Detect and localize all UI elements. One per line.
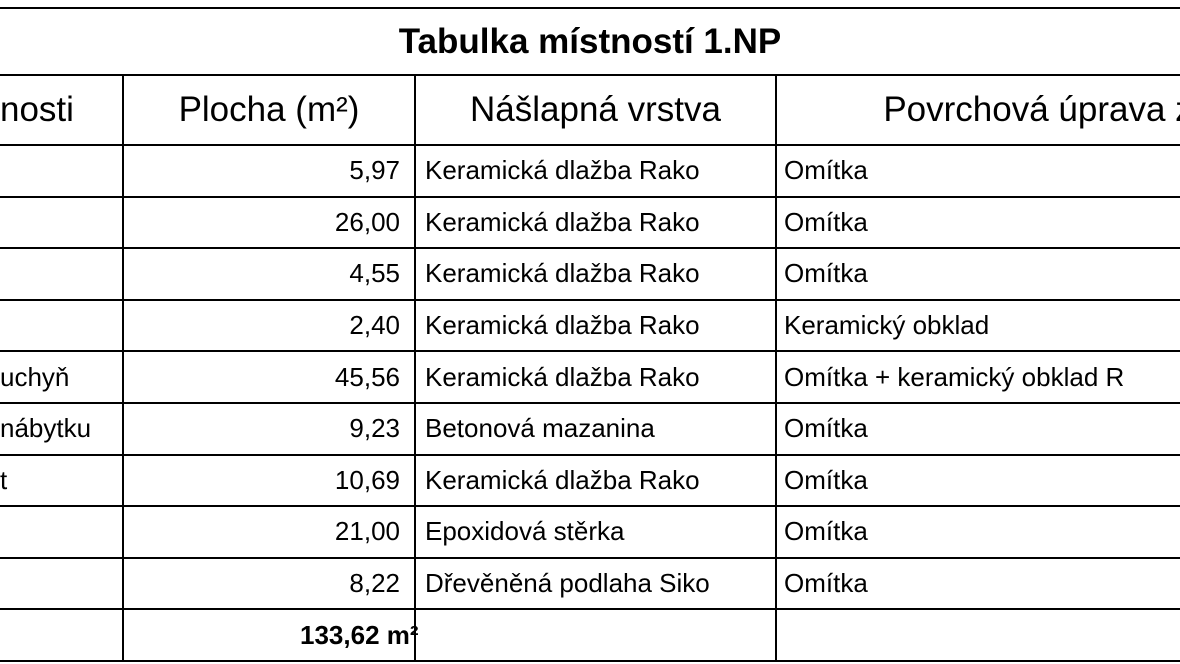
floor-layer: Dřevěněná podlaha Siko	[425, 568, 710, 599]
row-border	[0, 350, 1180, 353]
wall-finish: Keramický obklad	[784, 310, 990, 341]
table-title: Tabulka místností 1.NP	[398, 21, 782, 61]
row-border	[0, 195, 1180, 198]
floor-layer: Keramická dlažba Rako	[425, 258, 700, 289]
column-border	[775, 75, 777, 660]
column-header: nosti	[0, 90, 74, 129]
floor-layer: Keramická dlažba Rako	[425, 310, 700, 341]
wall-finish: Omítka	[784, 464, 868, 495]
row-border	[0, 74, 1180, 76]
room-area: 10,69	[334, 464, 400, 495]
row-border	[0, 608, 1180, 611]
room-area: 26,00	[334, 206, 400, 237]
wall-finish: Omítka	[784, 155, 868, 186]
room-name: uchyň	[0, 361, 70, 392]
wall-finish: Omítka	[784, 258, 868, 289]
column-header: Povrchová úprava z	[883, 90, 1180, 129]
room-area: 45,56	[334, 361, 400, 392]
floor-layer: Epoxidová stěrka	[425, 516, 625, 547]
row-border	[0, 402, 1180, 404]
floor-layer: Betonová mazanina	[425, 413, 655, 444]
floor-layer: Keramická dlažba Rako	[425, 361, 700, 392]
room-area: 9,23	[349, 413, 400, 444]
row-border	[0, 505, 1180, 508]
wall-finish: Omítka	[784, 413, 868, 444]
room-area: 21,00	[334, 516, 400, 547]
column-border	[414, 75, 416, 660]
row-border	[0, 660, 1180, 662]
column-header: Nášlapná vrstva	[470, 90, 721, 129]
column-header: Plocha (m²)	[178, 90, 360, 129]
row-border	[0, 298, 1180, 301]
floor-layer: Keramická dlažba Rako	[425, 464, 700, 495]
row-border	[0, 556, 1180, 559]
room-area: 5,97	[349, 155, 400, 186]
wall-finish: Omítka	[784, 206, 868, 237]
room-name: nábytku	[0, 413, 92, 444]
floor-layer: Keramická dlažba Rako	[425, 155, 700, 186]
floor-layer: Keramická dlažba Rako	[425, 206, 700, 237]
total-area: 133,62 m²	[300, 619, 419, 650]
row-border	[0, 247, 1180, 250]
column-border	[122, 75, 124, 660]
room-area: 2,40	[349, 310, 400, 341]
row-border	[0, 453, 1180, 456]
room-area: 4,55	[349, 258, 400, 289]
wall-finish: Omítka	[784, 516, 868, 547]
wall-finish: Omítka	[784, 568, 868, 599]
row-border	[0, 7, 1180, 9]
room-area: 8,22	[349, 568, 400, 599]
row-border	[0, 144, 1180, 146]
room-name: t	[0, 464, 8, 495]
wall-finish: Omítka + keramický obklad R	[784, 361, 1125, 392]
